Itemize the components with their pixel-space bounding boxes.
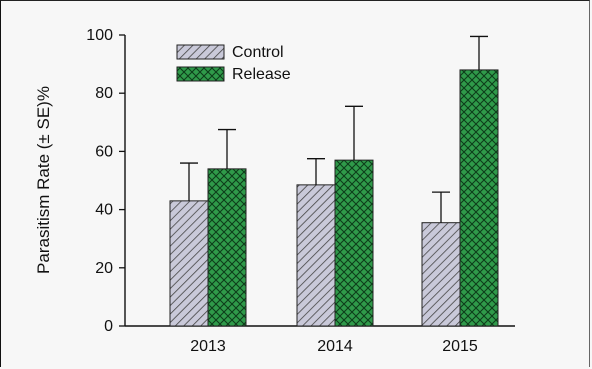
y-tick-label: 0 (104, 318, 113, 335)
y-tick-label: 40 (95, 202, 113, 219)
y-tick-label: 100 (86, 27, 113, 44)
y-ticks: 0 20 40 60 80 100 (86, 27, 125, 335)
y-tick-label: 20 (95, 260, 113, 277)
bar-control-2015 (421, 222, 461, 327)
y-axis-label: Parasitism Rate (± SE)% (34, 86, 53, 274)
legend: Control Release (176, 44, 291, 83)
bar-control-2014 (296, 184, 336, 327)
bar-release-2014 (334, 159, 374, 327)
x-tick-label-2013: 2013 (190, 338, 226, 355)
bar-release-2015 (459, 69, 499, 327)
legend-label-control: Control (232, 44, 284, 61)
y-tick-label: 60 (95, 143, 113, 160)
x-tick-label-2015: 2015 (442, 338, 478, 355)
bars (169, 35, 499, 327)
legend-swatch-control (176, 44, 225, 60)
legend-label-release: Release (232, 66, 291, 83)
bar-release-2013 (207, 168, 247, 327)
x-tick-label-2014: 2014 (317, 338, 353, 355)
legend-swatch-release (176, 66, 225, 82)
y-tick-label: 80 (95, 85, 113, 102)
x-tick-labels: 2013 2014 2015 (190, 338, 478, 355)
bar-control-2013 (169, 200, 209, 327)
